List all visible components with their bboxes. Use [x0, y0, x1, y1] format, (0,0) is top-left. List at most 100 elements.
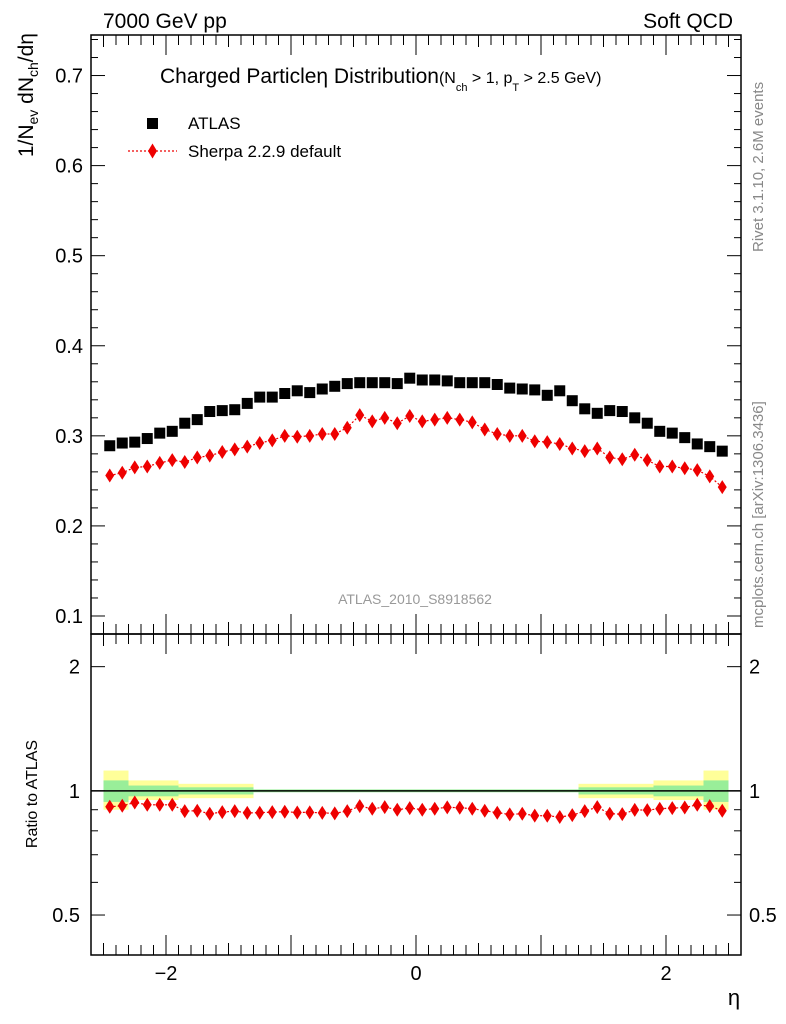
atlas-point	[479, 377, 491, 389]
sherpa-point	[342, 420, 352, 435]
sherpa-point	[517, 428, 527, 443]
atlas-point	[166, 425, 178, 437]
ratio-sherpa-point	[305, 805, 315, 820]
atlas-point	[591, 407, 603, 419]
sherpa-point	[242, 439, 252, 454]
chart-title: Charged Particleη Distribution(Nch > 1, …	[160, 65, 601, 94]
sherpa-point	[405, 409, 415, 424]
atlas-point	[516, 383, 528, 395]
sherpa-point	[355, 408, 365, 423]
ratio-sherpa-point	[217, 805, 227, 820]
x-tick-label: −2	[155, 963, 178, 985]
header-left: 7000 GeV pp	[103, 10, 227, 33]
ratio-y-tick-label: 0.5	[52, 905, 80, 927]
mcplots-label: mcplots.cern.ch [arXiv:1306.3436]	[750, 401, 767, 628]
ratio-sherpa-point	[542, 808, 552, 823]
atlas-point	[429, 374, 441, 386]
analysis-watermark: ATLAS_2010_S8918562	[338, 591, 492, 607]
legend: ATLAS Sherpa 2.2.9 default	[128, 114, 341, 161]
atlas-point	[354, 377, 366, 389]
sherpa-point	[480, 422, 490, 437]
atlas-point	[566, 395, 578, 407]
ratio-sherpa-point	[180, 804, 190, 819]
legend-atlas-label: ATLAS	[188, 114, 241, 133]
atlas-point	[616, 406, 628, 418]
sherpa-point	[555, 436, 565, 451]
sherpa-point	[217, 445, 227, 460]
sherpa-point	[255, 436, 265, 451]
atlas-point	[141, 433, 153, 445]
sherpa-point	[655, 459, 665, 474]
chart-title-cut-open: (N	[439, 70, 456, 87]
ratio-y-tick-labels: 0.5 0.5 1 1 2 2	[52, 657, 777, 927]
sherpa-point	[392, 416, 402, 431]
ratio-sherpa-point	[405, 801, 415, 816]
main-y-tick-label: 0.4	[55, 336, 83, 358]
atlas-point	[104, 440, 116, 452]
sherpa-point	[167, 453, 177, 468]
sherpa-point	[117, 465, 127, 480]
chart-title-cut-mid: > 1, p	[467, 70, 512, 87]
ratio-sherpa-point	[667, 801, 677, 816]
ratio-y-tick-label-right: 2	[749, 657, 760, 679]
sherpa-point	[142, 459, 152, 474]
atlas-point	[666, 427, 678, 439]
ratio-sherpa-point	[480, 803, 490, 818]
atlas-point	[454, 377, 466, 389]
atlas-point	[129, 436, 141, 448]
ratio-sherpa-point	[642, 803, 652, 818]
x-tick-label: 0	[410, 963, 421, 985]
atlas-point	[541, 389, 553, 401]
x-axis-label: η	[728, 985, 740, 1010]
main-y-axis-label: 1/Nev dNch/dη	[15, 33, 41, 157]
ratio-sherpa-point	[292, 805, 302, 820]
atlas-point	[579, 403, 591, 415]
atlas-point	[191, 414, 203, 426]
chart-title-cut-close: > 2.5 GeV)	[519, 70, 601, 87]
atlas-point	[716, 445, 728, 457]
ratio-sherpa-point	[317, 805, 327, 820]
main-axis-ticks	[90, 35, 742, 635]
ratio-sherpa-point	[242, 805, 252, 820]
x-tick-labels: −2 0 2	[155, 963, 672, 985]
ratio-sherpa-point	[155, 797, 165, 812]
ratio-sherpa-point	[692, 797, 702, 812]
ratio-sherpa-point	[530, 808, 540, 823]
main-y-tick-label: 0.6	[55, 156, 83, 178]
ratio-sherpa-point	[455, 800, 465, 815]
sherpa-point	[130, 460, 140, 475]
ratio-y-tick-label: 1	[69, 781, 80, 803]
ratio-sherpa-point	[367, 801, 377, 816]
chart-title-cut-sub2: T	[512, 82, 519, 94]
sherpa-point	[467, 415, 477, 430]
ratio-sherpa-point	[555, 810, 565, 825]
main-y-tick-label: 0.7	[55, 66, 83, 88]
chart-title-cut-sub: ch	[456, 82, 468, 94]
sherpa-point	[230, 442, 240, 457]
atlas-point	[504, 382, 516, 394]
atlas-point	[266, 391, 278, 403]
atlas-point	[416, 374, 428, 386]
sherpa-point	[667, 459, 677, 474]
sherpa-point	[430, 412, 440, 427]
legend-sherpa-marker	[148, 143, 157, 159]
sherpa-point	[680, 461, 690, 476]
legend-sherpa-label: Sherpa 2.2.9 default	[188, 142, 341, 161]
ratio-sherpa-point	[142, 797, 152, 812]
sherpa-point	[692, 463, 702, 478]
ratio-sherpa-point	[105, 799, 115, 814]
main-y-tick-label: 0.3	[55, 426, 83, 448]
sherpa-point	[292, 429, 302, 444]
atlas-point	[116, 437, 128, 449]
ratio-sherpa-point	[380, 800, 390, 815]
sherpa-point	[530, 434, 540, 449]
ratio-sherpa-point	[230, 804, 240, 819]
ratio-sherpa-point	[517, 806, 527, 821]
main-y-tick-label: 0.1	[55, 606, 83, 628]
ratio-y-tick-label-right: 0.5	[749, 905, 777, 927]
ratio-y-axis-label: Ratio to ATLAS	[24, 740, 41, 848]
atlas-point	[304, 387, 316, 399]
sherpa-point	[455, 412, 465, 427]
ratio-sherpa-point	[342, 804, 352, 819]
sherpa-line	[109, 414, 723, 488]
